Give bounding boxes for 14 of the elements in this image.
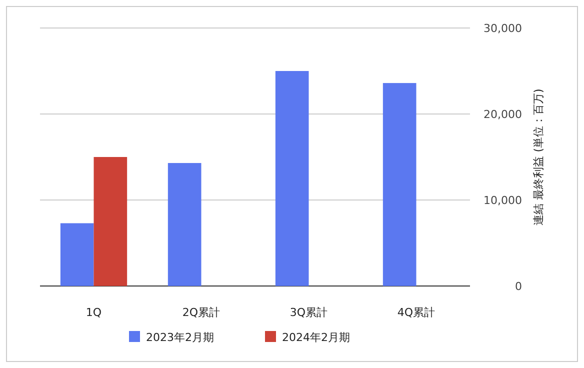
- x-tick-label: 3Q累計: [290, 306, 328, 319]
- bar: [168, 163, 202, 286]
- x-tick-label: 1Q: [86, 306, 102, 319]
- y-tick-label: 30,000: [484, 22, 522, 35]
- legend-label: 2023年2月期: [146, 331, 214, 344]
- bar: [382, 83, 416, 286]
- y-tick-label: 0: [515, 280, 522, 293]
- y-tick-label: 10,000: [484, 194, 522, 207]
- x-tick-label: 2Q累計: [182, 306, 220, 319]
- y-tick-label: 20,000: [484, 108, 522, 121]
- legend-label: 2024年2月期: [282, 331, 350, 344]
- y-axis-title: 連結 最終利益 (単位：百万): [532, 88, 545, 226]
- x-tick-label: 4Q累計: [397, 306, 436, 319]
- bar: [275, 71, 309, 286]
